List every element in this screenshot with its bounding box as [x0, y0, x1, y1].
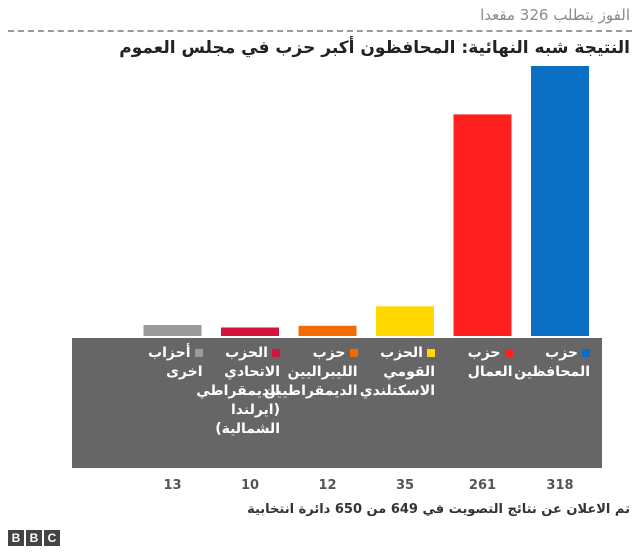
legend-text: المحافظين	[514, 364, 590, 380]
legend-line: اخرى	[113, 363, 203, 382]
legend-swatch	[427, 349, 435, 357]
legend-entry: الحزب الاتحادي الديمقراطي (ايرلندا الشمالية)	[190, 344, 280, 439]
legend-line: الحزب	[190, 344, 280, 363]
legend-line: حزب	[268, 344, 358, 363]
legend-line: الاتحادي	[190, 363, 280, 382]
legend-line: الاسكتلندي	[345, 382, 435, 401]
legend-line: حزب	[500, 344, 590, 363]
legend-text: اخرى	[166, 364, 203, 380]
bar	[221, 327, 279, 336]
legend-text: الديمقراطيين	[263, 383, 358, 399]
bbc-letter: C	[44, 530, 60, 546]
legend-line: العمال	[423, 363, 513, 382]
value-label: 261	[468, 478, 497, 493]
legend-entry: الحزب القومي الاسكتلندي	[345, 344, 435, 401]
legend-text: الاتحادي	[224, 364, 280, 380]
footnote: تم الاعلان عن نتائج التصويت في 649 من 65…	[247, 502, 630, 517]
legend-swatch	[194, 349, 203, 357]
legend-line: المحافظين	[500, 363, 590, 382]
legend-entry: حزب الليبراليين الديمقراطيين	[264, 344, 358, 401]
bar	[453, 114, 512, 336]
value-label: 10	[240, 478, 260, 493]
legend-text: حزب	[467, 345, 501, 361]
bbc-letter: B	[8, 530, 24, 546]
value-label: 318	[546, 478, 574, 493]
legend-text: الليبراليين	[287, 364, 358, 380]
legend-text: (ايرلندا	[230, 402, 280, 418]
legend-text: الاسكتلندي	[359, 383, 435, 399]
legend-swatch	[582, 349, 590, 357]
legend-swatch	[272, 349, 280, 357]
legend-line: القومي	[345, 363, 435, 382]
legend-text: حزب	[312, 345, 346, 361]
chart-title: النتيجة شبه النهائية: المحافظون أكبر حزب…	[119, 38, 630, 58]
bbc-letter: B	[26, 530, 42, 546]
legend-line: الحزب	[345, 344, 435, 363]
legend-text: أحزاب	[148, 345, 191, 361]
legend-text: القومي	[383, 364, 435, 380]
legend-panel	[72, 338, 602, 468]
value-label: 13	[163, 478, 182, 493]
legend-text: الشمالية)	[215, 421, 280, 437]
legend-text: الديمقراطي	[196, 383, 280, 399]
legend-text: العمال	[467, 364, 513, 380]
legend-line: الشمالية)	[190, 420, 280, 439]
legend-line: الديمقراطي	[190, 382, 280, 401]
legend-text: الحزب	[225, 345, 268, 361]
legend-entry: أحزاب اخرى	[113, 344, 203, 382]
legend-text: الحزب	[380, 345, 423, 361]
legend-line: (ايرلندا	[190, 401, 280, 420]
bar	[376, 306, 434, 336]
bbc-logo: B B C	[8, 530, 60, 546]
bar	[531, 66, 589, 336]
legend-swatch	[349, 349, 358, 357]
legend-line: حزب	[423, 344, 513, 363]
bar	[298, 325, 357, 336]
legend-line: أحزاب	[113, 344, 203, 363]
legend-entry: حزب المحافظين	[500, 344, 590, 382]
value-label: 35	[395, 478, 415, 493]
value-label: 12	[318, 478, 337, 493]
legend-entry: حزب العمال	[423, 344, 513, 382]
legend-swatch	[504, 349, 513, 357]
seats-needed-subtitle: الفوز يتطلب 326 مقعدا	[480, 6, 630, 24]
dashed-divider	[8, 30, 632, 32]
legend-line: الليبراليين	[268, 363, 358, 382]
bar	[143, 324, 202, 336]
legend-text: حزب	[545, 345, 578, 361]
legend-line: الديمقراطيين	[264, 382, 358, 401]
